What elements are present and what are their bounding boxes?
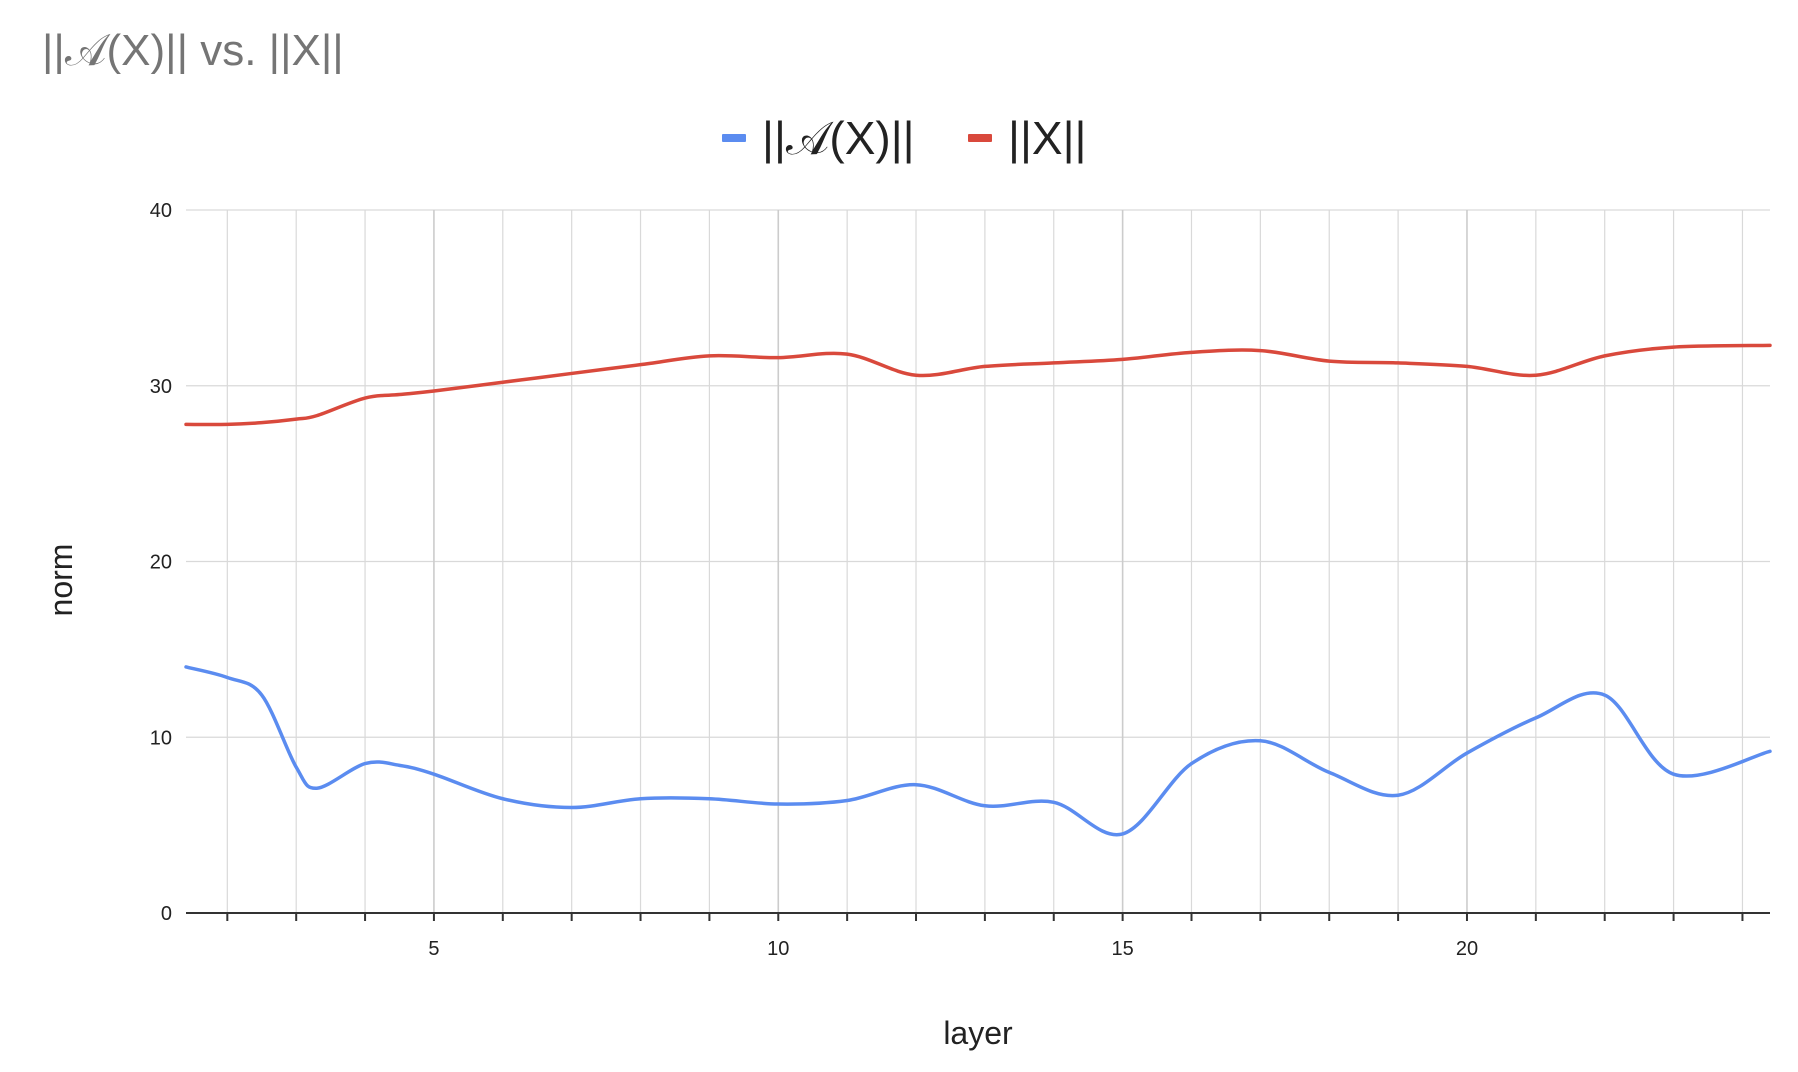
series-line-attention-norm	[184, 665, 1772, 837]
series-line-x-norm	[184, 343, 1772, 427]
x-tick-label-15: 15	[1112, 938, 1134, 960]
x-tick-label-10: 10	[767, 938, 789, 960]
chart-title: ||𝒜(X)|| vs. ||X||	[42, 26, 344, 75]
y-tick-label-0: 0	[161, 903, 172, 925]
legend-swatch-x-norm	[968, 134, 992, 142]
legend-label-x-norm: ||X||	[1008, 112, 1086, 164]
y-tick-label-10: 10	[150, 727, 172, 749]
x-tick-label-20: 20	[1456, 938, 1478, 960]
y-tick-label-40: 40	[150, 200, 172, 222]
x-axis-title: layer	[943, 1015, 1013, 1051]
legend-swatch-attention-norm	[722, 134, 746, 142]
series-layer	[184, 343, 1772, 837]
grid	[186, 209, 1770, 913]
y-tick-label-20: 20	[150, 552, 172, 574]
axes: 0 10 20 30 40 5 10 15 20	[150, 200, 1770, 960]
y-tick-label-30: 30	[150, 376, 172, 398]
x-tick-label-5: 5	[428, 938, 439, 960]
legend: ||𝒜(X)|| ||X||	[722, 112, 1086, 164]
legend-label-attention-norm: ||𝒜(X)||	[762, 112, 915, 164]
y-axis-title: norm	[43, 544, 79, 617]
